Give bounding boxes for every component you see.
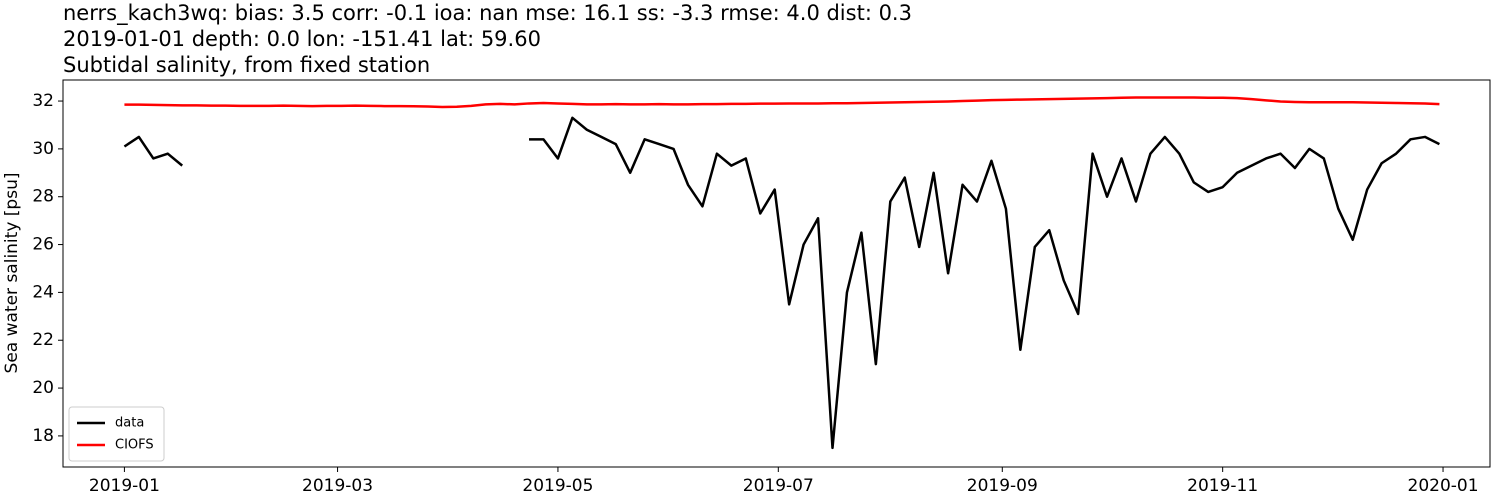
x-tick-label: 2019-07 bbox=[743, 476, 814, 496]
y-tick-label: 32 bbox=[32, 91, 54, 111]
y-axis-label: Sea water salinity [psu] bbox=[2, 173, 22, 374]
chart-title: 2019-01-01 depth: 0.0 lon: -151.41 lat: … bbox=[63, 27, 541, 51]
y-tick-label: 30 bbox=[32, 139, 54, 159]
chart-title: Subtidal salinity, from fixed station bbox=[63, 53, 430, 77]
y-tick-label: 26 bbox=[32, 235, 54, 255]
y-tick-label: 20 bbox=[32, 378, 54, 398]
x-tick-label: 2019-01 bbox=[89, 476, 160, 496]
legend-label: data bbox=[115, 416, 144, 431]
legend: data CIOFS bbox=[68, 406, 165, 462]
y-tick-label: 28 bbox=[32, 187, 54, 207]
y-tick-label: 24 bbox=[32, 282, 54, 302]
x-tick-label: 2019-09 bbox=[967, 476, 1038, 496]
x-tick-label: 2020-01 bbox=[1408, 476, 1479, 496]
plot-frame bbox=[62, 79, 1491, 468]
legend-box bbox=[68, 406, 165, 462]
x-tick-label: 2019-11 bbox=[1187, 476, 1258, 496]
y-tick-label: 18 bbox=[32, 426, 54, 446]
y-tick-label: 22 bbox=[32, 330, 54, 350]
x-tick-label: 2019-03 bbox=[302, 476, 373, 496]
legend-label: CIOFS bbox=[115, 438, 154, 453]
series-line bbox=[123, 116, 1440, 450]
chart-title: nerrs_kach3wq: bias: 3.5 corr: -0.1 ioa:… bbox=[63, 1, 912, 26]
series-line bbox=[124, 96, 1440, 109]
x-tick-label: 2019-05 bbox=[522, 476, 593, 496]
